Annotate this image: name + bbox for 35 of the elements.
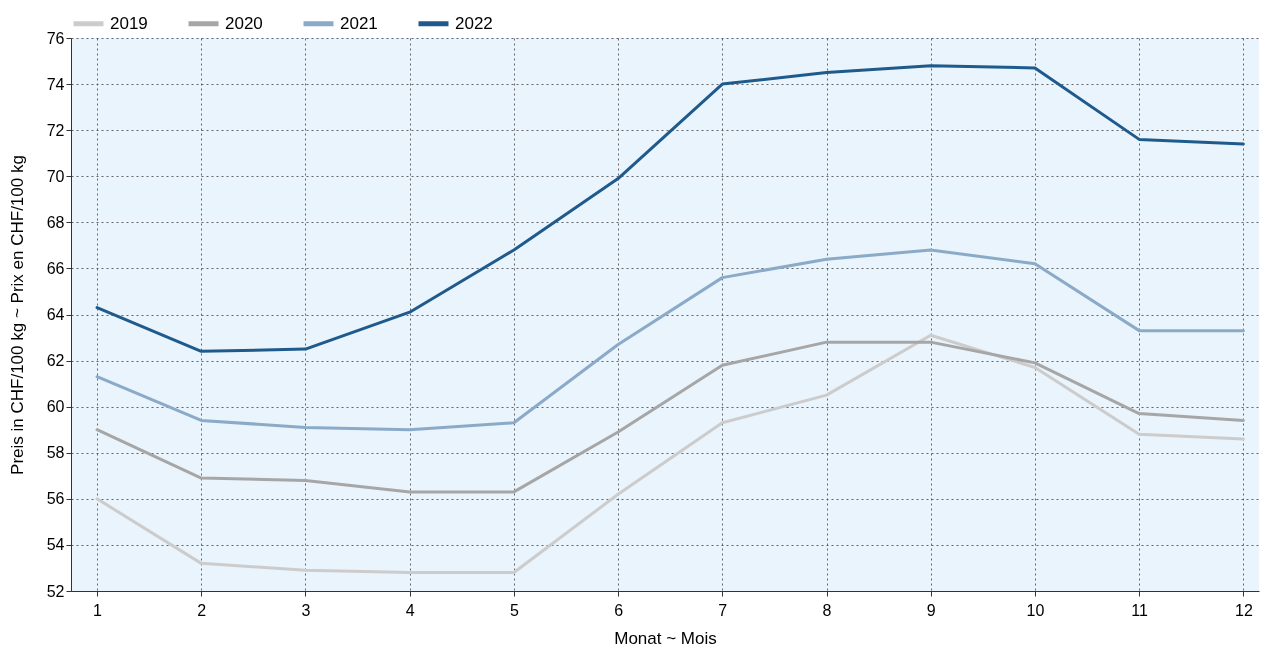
y-tick-label: 72: [46, 121, 65, 139]
y-tick-label: 66: [46, 259, 65, 277]
x-axis-title: Monat ~ Mois: [614, 628, 717, 648]
y-tick-label: 70: [46, 167, 65, 185]
y-axis-title: Preis in CHF/100 kg ~ Prix en CHF/100 kg: [7, 155, 27, 475]
x-tick-label: 11: [1131, 601, 1149, 619]
x-tick-label: 3: [301, 601, 311, 619]
y-tick-label: 64: [46, 306, 65, 323]
legend-label: 2019: [110, 13, 148, 33]
x-tick-label: 1: [93, 601, 103, 619]
line-series: [95, 333, 1245, 575]
y-tick-label: 54: [46, 536, 65, 554]
x-tick-label: 12: [1234, 601, 1253, 619]
x-tick-label: 9: [926, 601, 936, 619]
x-tick-label: 4: [405, 601, 415, 619]
y-tick-label: 74: [46, 75, 65, 93]
y-tick-label: 62: [46, 352, 65, 370]
y-tick-label: 56: [46, 490, 65, 508]
y-tick-label: 68: [46, 213, 65, 231]
line-series: [95, 248, 1245, 432]
y-tick-label: 76: [46, 29, 65, 47]
x-tick-label: 6: [614, 601, 624, 619]
line-series: [95, 64, 1245, 353]
x-tick-label: 10: [1026, 601, 1045, 619]
y-tick-label: 58: [46, 444, 65, 462]
x-tick-label: 2: [197, 601, 207, 619]
line-series: [95, 340, 1245, 494]
y-tick-label: 52: [46, 582, 65, 600]
legend-label: 2021: [340, 13, 378, 33]
legend-label: 2020: [225, 13, 263, 33]
x-tick-label: 8: [822, 601, 832, 619]
x-tick-label: 5: [509, 601, 519, 619]
x-tick-label: 7: [718, 601, 728, 619]
y-tick-label: 60: [46, 398, 65, 416]
legend-label: 2022: [455, 13, 493, 33]
